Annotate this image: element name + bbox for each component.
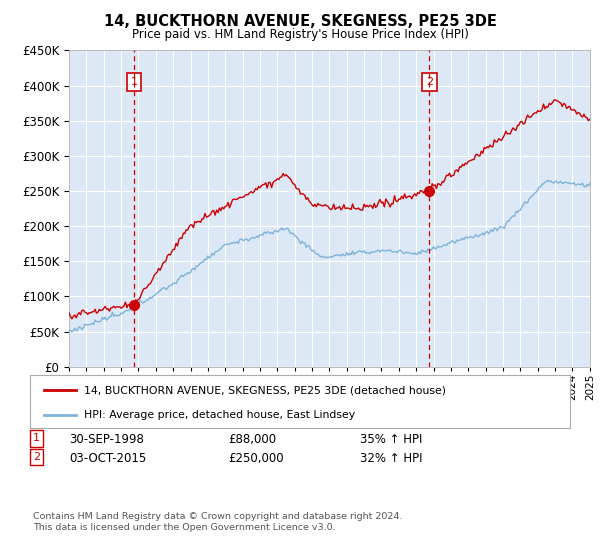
Text: £250,000: £250,000	[228, 452, 284, 465]
Text: 1: 1	[131, 77, 137, 87]
Text: 14, BUCKTHORN AVENUE, SKEGNESS, PE25 3DE (detached house): 14, BUCKTHORN AVENUE, SKEGNESS, PE25 3DE…	[84, 385, 446, 395]
Text: 2: 2	[425, 77, 433, 87]
Text: 35% ↑ HPI: 35% ↑ HPI	[360, 433, 422, 446]
Text: £88,000: £88,000	[228, 433, 276, 446]
Text: 14, BUCKTHORN AVENUE, SKEGNESS, PE25 3DE: 14, BUCKTHORN AVENUE, SKEGNESS, PE25 3DE	[104, 14, 496, 29]
Text: 03-OCT-2015: 03-OCT-2015	[69, 452, 146, 465]
Text: 2: 2	[33, 452, 40, 462]
Text: 30-SEP-1998: 30-SEP-1998	[69, 433, 144, 446]
Text: Contains HM Land Registry data © Crown copyright and database right 2024.
This d: Contains HM Land Registry data © Crown c…	[33, 512, 403, 532]
Text: 1: 1	[33, 433, 40, 444]
Text: Price paid vs. HM Land Registry's House Price Index (HPI): Price paid vs. HM Land Registry's House …	[131, 28, 469, 41]
Text: HPI: Average price, detached house, East Lindsey: HPI: Average price, detached house, East…	[84, 410, 355, 420]
Text: 32% ↑ HPI: 32% ↑ HPI	[360, 452, 422, 465]
